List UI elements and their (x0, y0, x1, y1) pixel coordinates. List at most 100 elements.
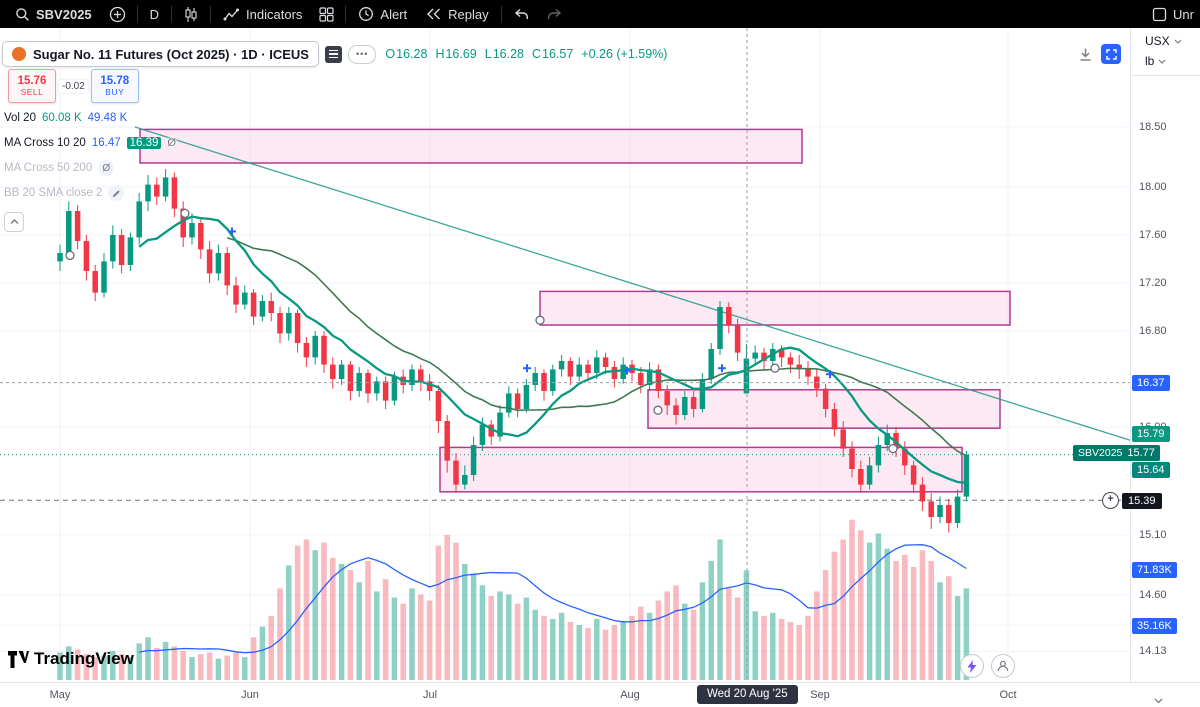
legend-ma-cross-10-20[interactable]: MA Cross 10 20 16.47 16.39 Ø (4, 137, 176, 149)
price-tick: 14.13 (1139, 645, 1167, 658)
price-tick: 17.60 (1139, 229, 1167, 241)
price-tick: 15.10 (1139, 529, 1167, 541)
tradingview-logo[interactable]: TradingView (8, 649, 134, 669)
sell-button[interactable]: 15.76 SELL (8, 69, 56, 103)
supply-zones (139, 128, 1011, 493)
price-tick: 14.60 (1139, 589, 1167, 601)
tradingview-logo-icon (8, 650, 29, 668)
symbol-info-bar[interactable]: Sugar No. 11 Futures (Oct 2025) · 1D · I… (2, 41, 319, 67)
chevron-down-icon (1158, 59, 1166, 64)
buy-button[interactable]: 15.78 BUY (90, 69, 139, 103)
toolbar-separator (345, 6, 347, 22)
legend-ma-cross-50-200[interactable]: MA Cross 50 200 Ø (4, 160, 176, 176)
volume-ma-line (139, 544, 967, 654)
candlestick-chart[interactable] (0, 28, 1130, 680)
ma-slow-line (226, 237, 967, 457)
plus-circle-icon (109, 6, 125, 22)
price-tick: 16.80 (1139, 325, 1167, 337)
alert-label: Alert (380, 6, 408, 22)
profile-button[interactable] (991, 654, 1015, 678)
candles (57, 169, 970, 533)
trendline (134, 126, 1130, 441)
expand-icon (1105, 48, 1117, 60)
undo-button[interactable] (505, 0, 538, 28)
redo-button[interactable] (538, 0, 571, 28)
spread-value: -0.02 (59, 79, 88, 93)
toolbar-separator (171, 6, 173, 22)
fullscreen-button[interactable] (1101, 44, 1121, 64)
symbol-search-button[interactable]: SBV2025 (6, 0, 101, 28)
unit-toggle[interactable]: lb (1131, 48, 1200, 68)
boost-button[interactable] (960, 654, 984, 678)
chart-type-button[interactable] (175, 0, 207, 28)
legend-bollinger-bands[interactable]: BB 20 SMA close 2 (4, 185, 176, 201)
more-options-button[interactable]: ••• (347, 44, 377, 64)
interval-label: D (149, 6, 160, 22)
download-icon[interactable] (1078, 47, 1093, 62)
legend-volume[interactable]: Vol 20 60.08 K 49.48 K (4, 112, 128, 124)
layout-name[interactable]: Unr (1173, 6, 1194, 22)
trade-widget: 15.76 SELL -0.02 15.78 BUY (8, 69, 139, 103)
price-tick: 18.50 (1139, 121, 1167, 133)
save-layout-icon[interactable] (1152, 7, 1167, 22)
change-readout: +0.26 (+1.59%) (581, 47, 668, 61)
chevron-up-icon (10, 219, 18, 224)
chevron-down-icon (1174, 39, 1182, 44)
replay-icon (427, 8, 441, 20)
toolbar-symbol: SBV2025 (36, 6, 92, 22)
lightning-icon (967, 659, 977, 673)
chart-top-right-icons (1078, 44, 1121, 64)
price-label: 15.79 (1132, 426, 1170, 443)
symbol-info-row: Sugar No. 11 Futures (Oct 2025) · 1D · I… (2, 41, 667, 67)
symbol-title: Sugar No. 11 Futures (Oct 2025) · 1D · I… (33, 46, 309, 62)
replay-button[interactable]: Replay (416, 0, 497, 28)
undo-icon (514, 8, 528, 19)
indicators-label: Indicators (246, 6, 303, 22)
search-icon (16, 7, 29, 21)
indicators-button[interactable]: Indicators (214, 0, 311, 28)
person-icon (997, 660, 1009, 672)
ma-fast-line (138, 215, 967, 485)
trendline-group (134, 126, 1130, 441)
price-tick: 17.20 (1139, 277, 1167, 289)
price-label: 15.39 (1122, 492, 1162, 509)
clock-icon (359, 7, 374, 21)
hide-icon[interactable]: Ø (167, 137, 176, 149)
compare-add-button[interactable] (101, 0, 134, 28)
crosshair-date-label: Wed 20 Aug '25 (697, 685, 798, 704)
ohlc-readout: O 16.28 H 16.69 L 16.28 C 16.57 +0.26 (+1.59… (385, 47, 668, 61)
axis-divider (1131, 75, 1200, 76)
price-label: 15.64 (1132, 462, 1170, 479)
month-label: Oct (999, 689, 1017, 701)
edit-icon[interactable] (108, 185, 125, 201)
interval-button[interactable]: D (141, 0, 168, 28)
currency-toggle[interactable]: USX (1131, 28, 1200, 48)
month-label: Jun (241, 689, 259, 701)
symbol-price-label: SBV2025 15.77 (1073, 444, 1160, 461)
price-tick: 18.00 (1139, 181, 1167, 193)
month-label: Jul (422, 689, 438, 701)
replay-label: Replay (448, 6, 489, 22)
market-status-icon[interactable] (324, 45, 342, 63)
symbol-logo-icon (12, 47, 26, 61)
grid-icon (319, 6, 335, 22)
trade-markers (65, 208, 898, 454)
ma-fast (138, 215, 967, 485)
price-label: 35.16K (1132, 618, 1177, 634)
legend-collapse-button[interactable] (4, 212, 24, 232)
volume-bars (57, 519, 970, 680)
month-label: May (49, 689, 71, 701)
alert-button[interactable]: Alert (349, 0, 416, 28)
toolbar-separator (210, 6, 212, 22)
layout-grid-button[interactable] (311, 0, 342, 28)
alert-price-label[interactable]: +15.39 (1102, 492, 1162, 510)
month-label: Sep (810, 689, 830, 701)
axis-chevron-icon[interactable] (1154, 691, 1163, 707)
time-axis[interactable]: May Jun Jul Aug Sep Oct Wed 20 Aug '25 (0, 682, 1200, 707)
toolbar-separator (500, 6, 502, 22)
crosshair (0, 28, 1130, 680)
eye-off-icon[interactable]: Ø (98, 160, 115, 176)
volume-ma (139, 544, 967, 654)
grid-lines (0, 28, 1130, 680)
